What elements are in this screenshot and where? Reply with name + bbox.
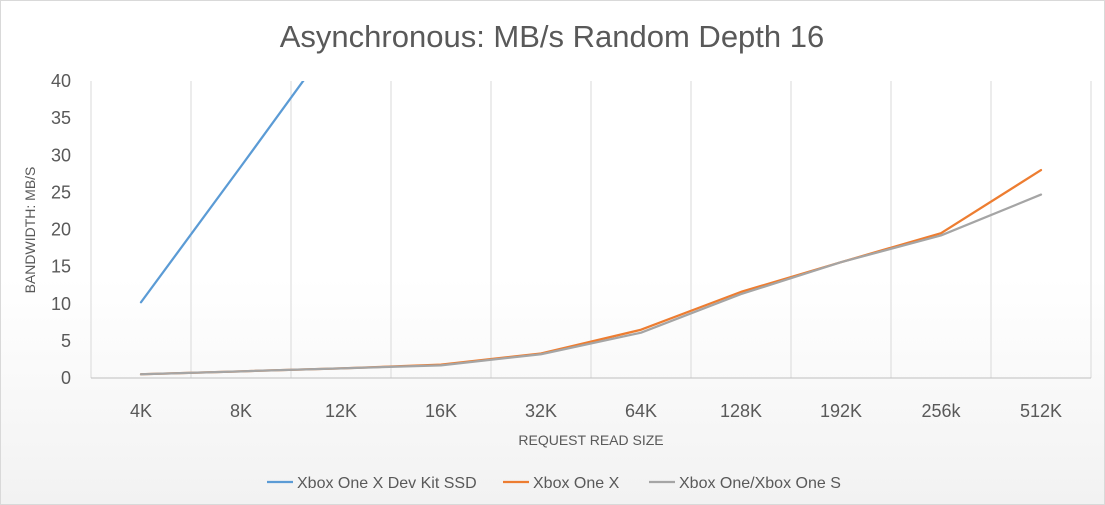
y-tick-label: 35 (51, 108, 71, 128)
chart-title: Asynchronous: MB/s Random Depth 16 (280, 19, 825, 54)
legend-item: Xbox One/Xbox One S (649, 475, 841, 492)
legend-label: Xbox One X (533, 475, 620, 492)
legend-label: Xbox One X Dev Kit SSD (297, 475, 477, 492)
y-tick-label: 5 (61, 331, 71, 351)
x-tick-label: 64K (625, 401, 657, 421)
x-tick-label: 128K (720, 401, 762, 421)
y-tick-label: 40 (51, 71, 71, 91)
x-axis-label: REQUEST READ SIZE (518, 432, 663, 448)
series-line-3 (139, 193, 1043, 376)
legend: Xbox One X Dev Kit SSD Xbox One X Xbox One… (267, 475, 841, 492)
y-tick-label: 0 (61, 368, 71, 388)
series-layer (139, 81, 1043, 376)
x-tick-label: 16K (425, 401, 457, 421)
x-tick-label: 12K (325, 401, 357, 421)
x-tick-label: 512K (1020, 401, 1062, 421)
series-line-1 (139, 81, 305, 304)
x-tick-label: 192K (820, 401, 862, 421)
legend-item: Xbox One X (503, 475, 620, 492)
y-tick-label: 10 (51, 294, 71, 314)
x-tick-label: 32K (525, 401, 557, 421)
y-tick-label: 25 (51, 182, 71, 202)
y-tick-label: 15 (51, 257, 71, 277)
y-tick-label: 30 (51, 145, 71, 165)
y-tick-label: 20 (51, 220, 71, 240)
grid-layer (90, 81, 1092, 378)
x-tick-label: 8K (230, 401, 252, 421)
legend-item: Xbox One X Dev Kit SSD (267, 475, 477, 492)
x-tick-label: 4K (130, 401, 152, 421)
legend-label: Xbox One/Xbox One S (679, 475, 841, 492)
x-tick-label: 256k (921, 401, 961, 421)
label-layer: 0 5 10 15 20 25 30 35 40 4K 8K 12K 16K 32K 64K 128K 192K… (51, 71, 1062, 421)
y-axis-label: BANDWIDTH: MB/S (22, 167, 38, 294)
